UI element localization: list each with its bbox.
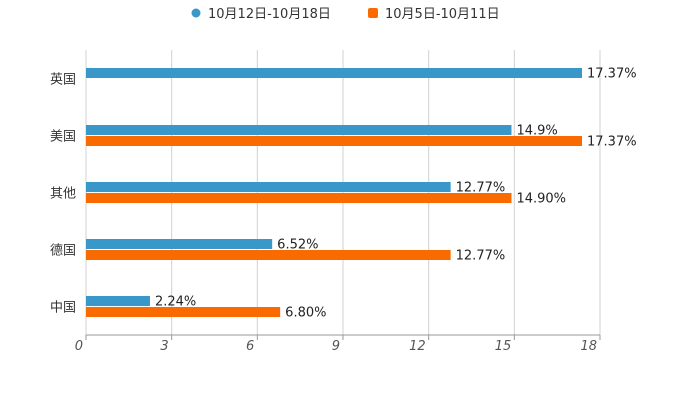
legend-marker-circle bbox=[191, 8, 201, 18]
x-tick-label-15: 15 bbox=[495, 339, 512, 354]
x-tick-label-6: 6 bbox=[246, 339, 254, 354]
bar-series-1-3 bbox=[86, 250, 451, 260]
data-label: 6.52% bbox=[277, 238, 318, 253]
x-tick-label-3: 3 bbox=[160, 339, 168, 354]
data-label: 2.24% bbox=[155, 295, 196, 310]
bar-series-1-2 bbox=[86, 193, 512, 203]
data-label: 14.9% bbox=[516, 124, 557, 139]
legend-entry: 10月5日-10月11日 bbox=[385, 7, 500, 22]
data-label: 17.37% bbox=[587, 67, 637, 82]
data-label: 6.80% bbox=[285, 306, 326, 321]
bar-series-1-1 bbox=[86, 136, 583, 146]
bar-series-0-4 bbox=[86, 296, 150, 306]
bar-series-0-2 bbox=[86, 182, 451, 192]
category-label: 英国 bbox=[50, 73, 76, 88]
x-tick-label-0: 0 bbox=[75, 339, 83, 354]
data-label: 17.37% bbox=[587, 135, 637, 150]
legend-entry: 10月12日-10月18日 bbox=[208, 7, 331, 22]
data-label: 12.77% bbox=[456, 249, 506, 264]
category-label: 美国 bbox=[50, 130, 76, 145]
bar-series-1-4 bbox=[86, 307, 281, 317]
bar-series-0-0 bbox=[86, 68, 583, 78]
x-tick-label-9: 9 bbox=[332, 339, 340, 354]
category-label: 中国 bbox=[50, 301, 76, 316]
data-label: 12.77% bbox=[456, 181, 506, 196]
x-tick-label-18: 18 bbox=[580, 339, 597, 354]
bar-series-0-1 bbox=[86, 125, 512, 135]
bar-series-0-3 bbox=[86, 239, 273, 249]
category-label: 德国 bbox=[50, 244, 76, 259]
x-tick-label-12: 12 bbox=[409, 339, 426, 354]
category-label: 其他 bbox=[50, 187, 76, 202]
data-label: 14.90% bbox=[516, 192, 566, 207]
legend-marker-square bbox=[368, 8, 378, 18]
